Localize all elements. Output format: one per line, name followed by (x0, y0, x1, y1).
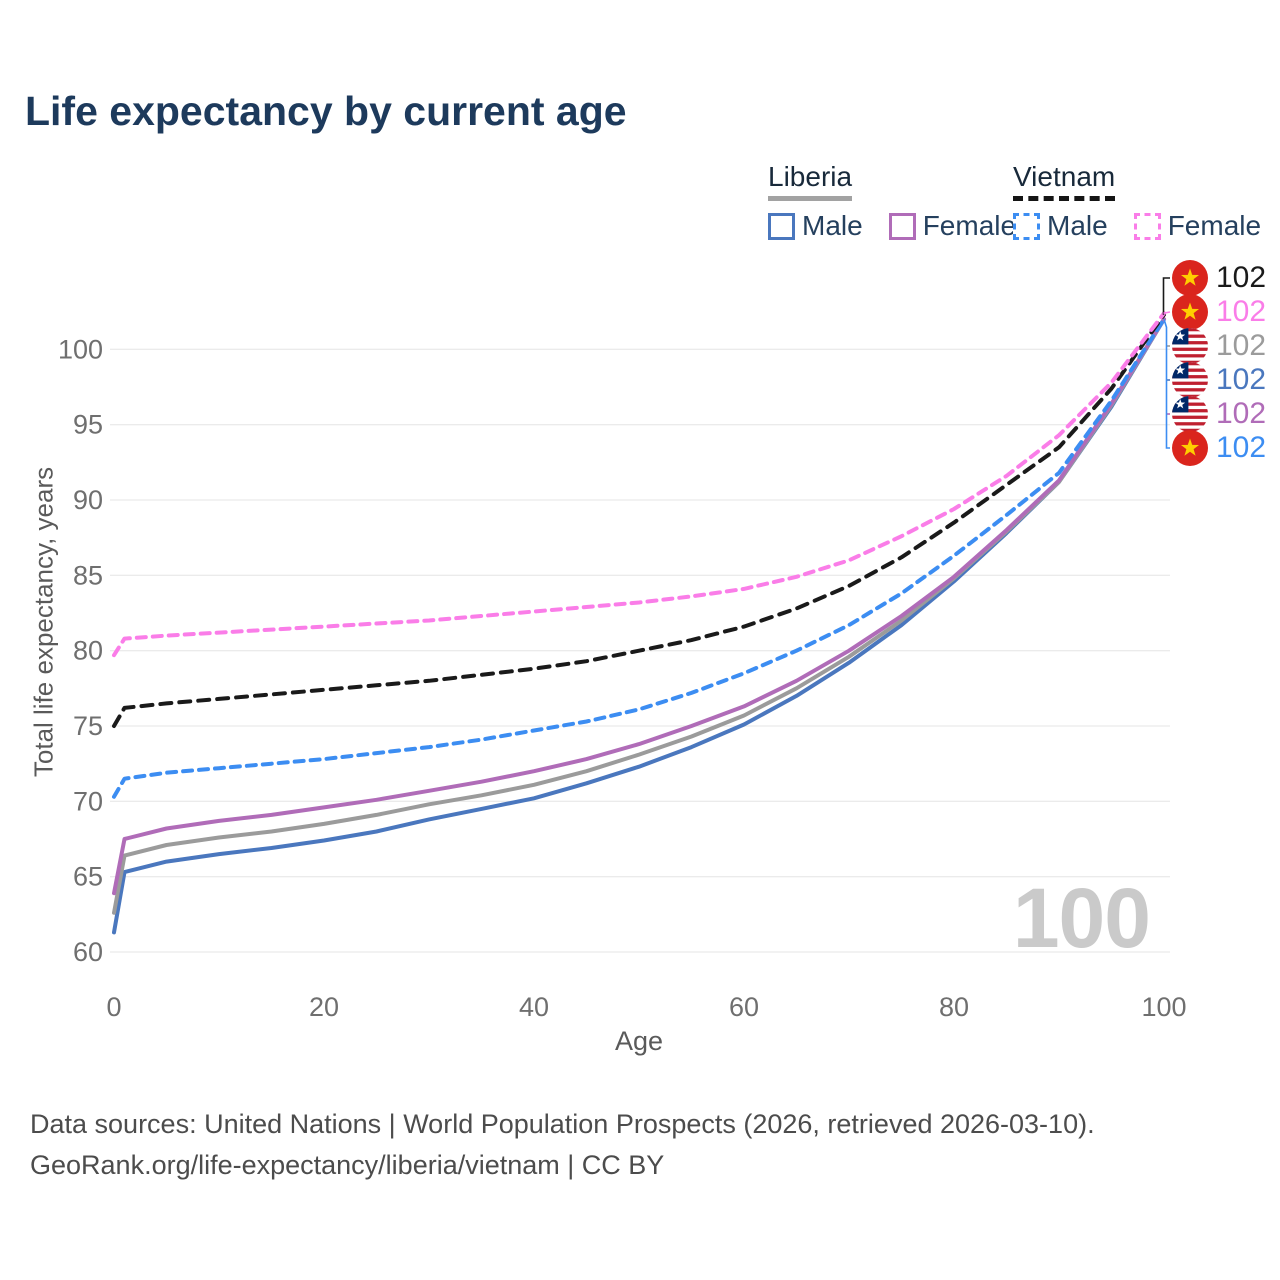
end-label-liberia-male: 102 (1172, 362, 1266, 398)
x-tick-label: 80 (939, 992, 969, 1022)
y-tick-label: 65 (73, 862, 103, 892)
legend-group-vietnam: Vietnam Male Female (1013, 161, 1261, 242)
liberia-female-swatch-icon (888, 212, 916, 240)
leader-line-vietnam_female (1163, 311, 1171, 314)
vietnam-flag-icon (1172, 430, 1208, 466)
vietnam-flag-icon (1172, 260, 1208, 296)
liberia-male-swatch-icon (768, 212, 795, 240)
legend-country-vietnam[interactable]: Vietnam (1013, 161, 1116, 201)
legend-item-liberia-female[interactable]: Female (888, 210, 1017, 242)
vietnam-flag-icon (1172, 294, 1208, 330)
page-title: Life expectancy by current age (25, 88, 627, 134)
vietnam-female-swatch-icon (1133, 212, 1161, 240)
legend-item-label: Female (1167, 210, 1262, 241)
x-tick-label: 40 (519, 992, 549, 1022)
x-tick-label: 20 (309, 992, 339, 1022)
series-line-vietnam_total (112, 312, 1166, 728)
footer: Data sources: United Nations | World Pop… (30, 1104, 1095, 1186)
end-label-value: 102 (1216, 363, 1267, 396)
footer-attribution-link[interactable]: GeoRank.org/life-expectancy/liberia/viet… (30, 1150, 665, 1180)
y-tick-label: 60 (73, 937, 103, 967)
end-label-value: 102 (1216, 329, 1267, 362)
y-tick-label: 100 (58, 334, 103, 364)
end-label-value: 102 (1216, 295, 1267, 328)
x-tick-label: 0 (106, 992, 121, 1022)
end-label-vietnam-female: 102 (1172, 294, 1266, 330)
y-tick-label: 80 (73, 636, 103, 666)
age-counter-watermark: 100 (1012, 871, 1151, 965)
end-label-liberia-female: 102 (1172, 396, 1266, 432)
end-label-value: 102 (1216, 261, 1267, 294)
leader-line-vietnam_male (1163, 318, 1170, 449)
liberia-flag-icon (1172, 362, 1208, 398)
series-line-liberia_total (112, 317, 1166, 915)
legend-item-liberia-male[interactable]: Male (768, 210, 863, 242)
legend-item-label: Female (922, 210, 1017, 241)
series-line-vietnam_female (112, 311, 1166, 658)
liberia-flag-icon (1172, 328, 1208, 364)
series-line-vietnam_male (112, 317, 1166, 799)
legend-item-vietnam-female[interactable]: Female (1133, 210, 1262, 242)
series-line-liberia_female (112, 317, 1166, 896)
legend-item-label: Male (802, 210, 863, 241)
leader-line-vietnam_total (1162, 277, 1170, 315)
y-tick-label: 85 (73, 560, 103, 590)
vietnam-male-swatch-icon (1013, 212, 1040, 240)
liberia-flag-icon (1172, 396, 1208, 432)
legend-item-label: Male (1047, 210, 1108, 241)
y-axis-title: Total life expectancy, years (28, 466, 59, 778)
legend-group-liberia: Liberia Male Female (768, 161, 1016, 242)
legend-items-vietnam: Male Female (1013, 210, 1261, 242)
x-tick-label: 60 (729, 992, 759, 1022)
end-label-vietnam-male: 102 (1172, 430, 1266, 466)
x-axis-title: Age (614, 1026, 664, 1056)
x-tick-label: 100 (1141, 992, 1186, 1022)
legend-items-liberia: Male Female (768, 210, 1016, 242)
series-line-liberia_male (112, 317, 1166, 935)
end-label-value: 102 (1216, 397, 1267, 430)
y-tick-label: 90 (73, 485, 103, 515)
y-tick-label: 95 (73, 410, 103, 440)
legend-country-liberia[interactable]: Liberia (768, 161, 853, 201)
y-tick-label: 75 (73, 711, 103, 741)
end-label-liberia-total: 102 (1172, 328, 1266, 364)
end-label-vietnam-total: 102 (1172, 260, 1266, 296)
y-tick-label: 70 (73, 786, 103, 816)
end-label-value: 102 (1216, 431, 1267, 464)
legend-item-vietnam-male[interactable]: Male (1013, 210, 1108, 242)
footer-data-sources: Data sources: United Nations | World Pop… (30, 1109, 1095, 1139)
